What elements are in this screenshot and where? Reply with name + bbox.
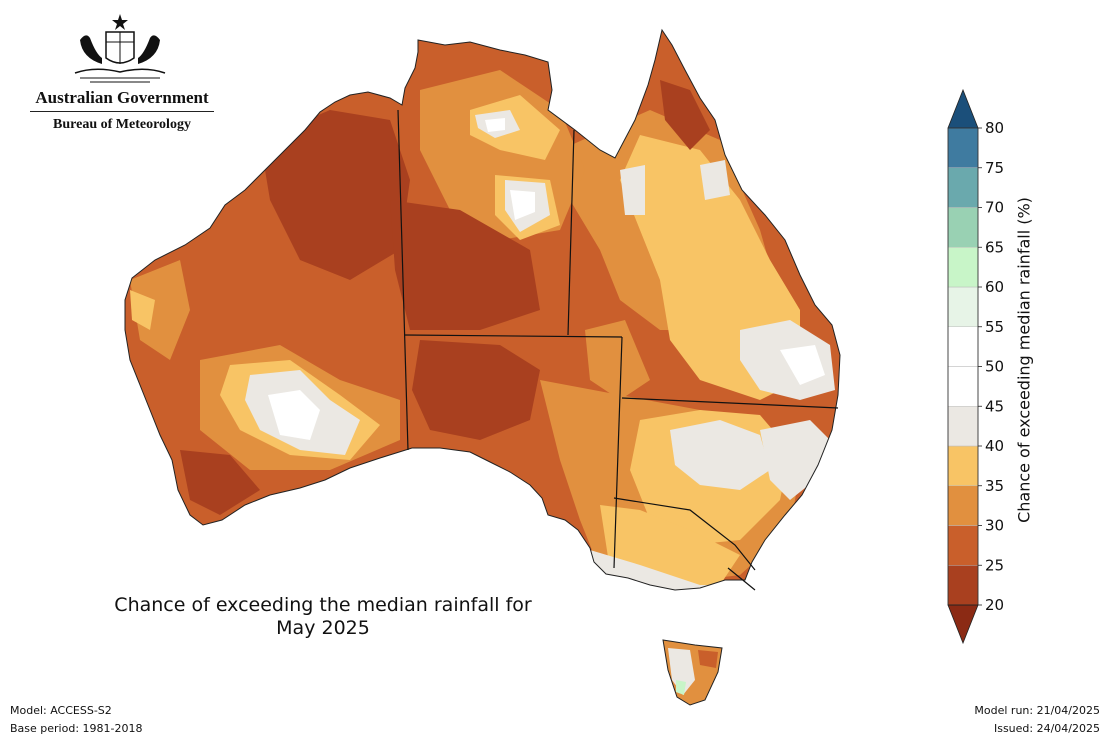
colorbar-tick-label: 70 [985, 199, 1004, 217]
australian-government-text: Australian Government [35, 88, 209, 107]
colorbar-band [947, 366, 979, 407]
colorbar-band [947, 406, 979, 447]
colorbar-tick-label: 60 [985, 278, 1004, 296]
colorbar-band [947, 127, 979, 168]
model-text: Model: ACCESS-S2 [10, 704, 112, 717]
australia-coastline [124, 28, 841, 591]
map-title-line2: May 2025 [276, 617, 370, 639]
map-title-line1: Chance of exceeding the median rainfall … [114, 594, 532, 616]
colorbar-tick-label: 35 [985, 477, 1004, 495]
colorbar-tick-label: 45 [985, 397, 1004, 415]
bureau-of-meteorology-text: Bureau of Meteorology [53, 117, 191, 132]
colorbar-extend-low [947, 604, 979, 645]
colorbar-band [947, 207, 979, 248]
colorbar-band [947, 525, 979, 566]
logo-divider [30, 111, 214, 112]
coat-of-arms-emblem [74, 14, 166, 83]
colorbar-band [947, 167, 979, 208]
colorbar-tick-label: 40 [985, 437, 1004, 455]
colorbar-label-text: Chance of exceeding median rainfall (%) [1014, 197, 1034, 523]
colorbar-tick-label: 20 [985, 596, 1004, 614]
tasmania [662, 639, 723, 706]
state-borders [397, 109, 839, 591]
issue-info: Model run: 21/04/2025 Issued: 24/04/2025 [974, 702, 1100, 738]
bom-logo: Australian Government Bureau of Meteorol… [22, 14, 222, 133]
colorbar-tick-label: 75 [985, 159, 1004, 177]
colorbar-band [947, 565, 979, 606]
model-run-text: Model run: 21/04/2025 [974, 704, 1100, 717]
colorbar-band [947, 326, 979, 367]
colorbar-label: Chance of exceeding median rainfall (%) [1010, 160, 1038, 560]
colorbar-band [947, 286, 979, 327]
colorbar-tick-label: 50 [985, 358, 1004, 376]
colorbar-band [947, 247, 979, 288]
map-title: Chance of exceeding the median rainfall … [80, 594, 566, 640]
colorbar-tick-label: 80 [985, 119, 1004, 137]
model-info: Model: ACCESS-S2 Base period: 1981-2018 [10, 702, 142, 738]
colorbar-tick-label: 55 [985, 318, 1004, 336]
colorbar-tick-label: 65 [985, 238, 1004, 256]
colorbar-band [947, 485, 979, 526]
base-period-text: Base period: 1981-2018 [10, 722, 143, 735]
issued-text: Issued: 24/04/2025 [993, 722, 1100, 735]
colorbar-tick-label: 30 [985, 517, 1004, 535]
colorbar-band [947, 445, 979, 486]
colorbar-tick-label: 25 [985, 556, 1004, 574]
colorbar-extend-high [947, 88, 979, 129]
colorbar: 20 25 30 35 40 45 50 55 60 65 70 75 80 [947, 88, 1004, 645]
